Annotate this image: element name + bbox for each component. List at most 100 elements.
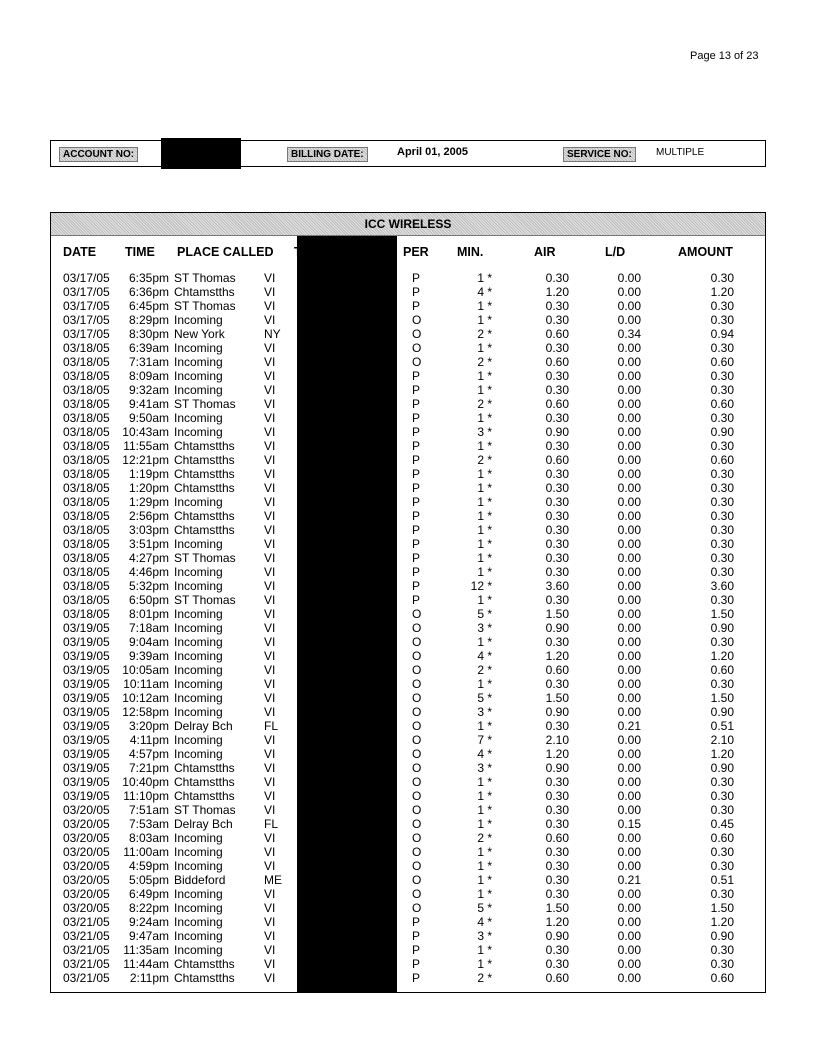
cell-date: 03/18/05 <box>63 565 110 579</box>
cell-amount: 1.20 <box>710 649 734 663</box>
cell-min: 1 * <box>477 635 492 649</box>
cell-state: VI <box>264 971 276 985</box>
cell-ld: 0.00 <box>617 635 641 649</box>
cell-air: 0.30 <box>545 677 569 691</box>
cell-air: 0.30 <box>545 803 569 817</box>
header-date: DATE <box>63 245 97 259</box>
cell-air: 0.30 <box>545 299 569 313</box>
cell-min: 4 * <box>477 747 492 761</box>
billing-date: April 01, 2005 <box>397 146 468 158</box>
cell-date: 03/19/05 <box>63 747 110 761</box>
cell-time: 6:45pm <box>128 299 169 313</box>
cell-amount: 1.20 <box>710 747 734 761</box>
cell-amount: 0.90 <box>710 621 734 635</box>
cell-ld: 0.00 <box>617 425 641 439</box>
cell-ld: 0.00 <box>617 453 641 467</box>
cell-amount: 0.30 <box>710 313 734 327</box>
cell-amount: 0.30 <box>710 845 734 859</box>
cell-date: 03/21/05 <box>63 915 110 929</box>
cell-state: VI <box>264 677 276 691</box>
cell-place: Incoming <box>174 677 223 691</box>
cell-place: ST Thomas <box>174 271 236 285</box>
cell-state: VI <box>264 565 276 579</box>
cell-amount: 0.30 <box>710 635 734 649</box>
cell-place: Incoming <box>174 859 223 873</box>
cell-ld: 0.21 <box>617 873 641 887</box>
cell-place: Incoming <box>174 831 223 845</box>
cell-date: 03/18/05 <box>63 593 110 607</box>
table-title-band: ICC WIRELESS <box>51 213 765 236</box>
cell-air: 1.50 <box>545 691 569 705</box>
cell-time: 3:20pm <box>128 719 169 733</box>
cell-place: Chtamstths <box>174 971 235 985</box>
cell-ld: 0.00 <box>617 397 641 411</box>
cell-amount: 0.30 <box>710 341 734 355</box>
cell-date: 03/19/05 <box>63 649 110 663</box>
cell-place: Incoming <box>174 313 223 327</box>
cell-per: O <box>412 649 422 663</box>
cell-date: 03/20/05 <box>63 901 110 915</box>
cell-min: 1 * <box>477 271 492 285</box>
header-telephone: TELEPHONE # <box>294 245 381 259</box>
cell-amount: 0.30 <box>710 677 734 691</box>
cell-place: ST Thomas <box>174 551 236 565</box>
cell-ld: 0.00 <box>617 761 641 775</box>
cell-place: Incoming <box>174 887 223 901</box>
cell-amount: 0.90 <box>710 425 734 439</box>
cell-ld: 0.00 <box>617 859 641 873</box>
cell-time: 11:10pm <box>123 789 169 803</box>
cell-state: VI <box>264 509 276 523</box>
cell-time: 9:32am <box>128 383 169 397</box>
cell-date: 03/18/05 <box>63 453 110 467</box>
cell-min: 3 * <box>477 761 492 775</box>
cell-per: P <box>412 943 421 957</box>
cell-air: 0.30 <box>545 383 569 397</box>
cell-ld: 0.00 <box>617 285 641 299</box>
cell-air: 0.30 <box>545 719 569 733</box>
cell-time: 2:56pm <box>128 509 169 523</box>
cell-time: 8:30pm <box>128 327 169 341</box>
cell-per: P <box>412 439 421 453</box>
cell-per: O <box>412 789 422 803</box>
cell-place: Chtamstths <box>174 775 235 789</box>
cell-state: VI <box>264 425 276 439</box>
cell-min: 1 * <box>477 789 492 803</box>
cell-per: P <box>412 929 421 943</box>
cell-min: 5 * <box>477 901 492 915</box>
cell-state: VI <box>264 831 276 845</box>
cell-amount: 0.30 <box>710 887 734 901</box>
cell-date: 03/20/05 <box>63 887 110 901</box>
cell-time: 11:35am <box>123 943 169 957</box>
cell-ld: 0.00 <box>617 411 641 425</box>
cell-amount: 0.94 <box>710 327 734 341</box>
cell-air: 0.30 <box>545 369 569 383</box>
cell-min: 1 * <box>477 523 492 537</box>
cell-state: VI <box>264 887 276 901</box>
cell-amount: 0.30 <box>710 593 734 607</box>
header-min: MIN. <box>457 245 484 259</box>
cell-date: 03/21/05 <box>63 971 110 985</box>
cell-per: O <box>412 901 422 915</box>
cell-date: 03/18/05 <box>63 383 110 397</box>
cell-air: 0.30 <box>545 817 569 831</box>
cell-ld: 0.00 <box>617 607 641 621</box>
cell-date: 03/18/05 <box>63 537 110 551</box>
cell-time: 1:20pm <box>128 481 169 495</box>
cell-ld: 0.00 <box>617 971 641 985</box>
cell-amount: 0.30 <box>710 789 734 803</box>
cell-air: 0.30 <box>545 509 569 523</box>
cell-amount: 0.30 <box>710 369 734 383</box>
cell-state: VI <box>264 495 276 509</box>
cell-place: Chtamstths <box>174 957 235 971</box>
cell-date: 03/17/05 <box>63 271 110 285</box>
cell-air: 0.90 <box>545 929 569 943</box>
cell-min: 1 * <box>477 845 492 859</box>
cell-ld: 0.00 <box>617 887 641 901</box>
cell-ld: 0.34 <box>617 327 641 341</box>
cell-air: 0.30 <box>545 845 569 859</box>
cell-time: 9:24am <box>128 915 169 929</box>
cell-date: 03/20/05 <box>63 817 110 831</box>
cell-per: P <box>412 285 421 299</box>
cell-air: 1.20 <box>545 649 569 663</box>
cell-time: 11:44am <box>123 957 169 971</box>
